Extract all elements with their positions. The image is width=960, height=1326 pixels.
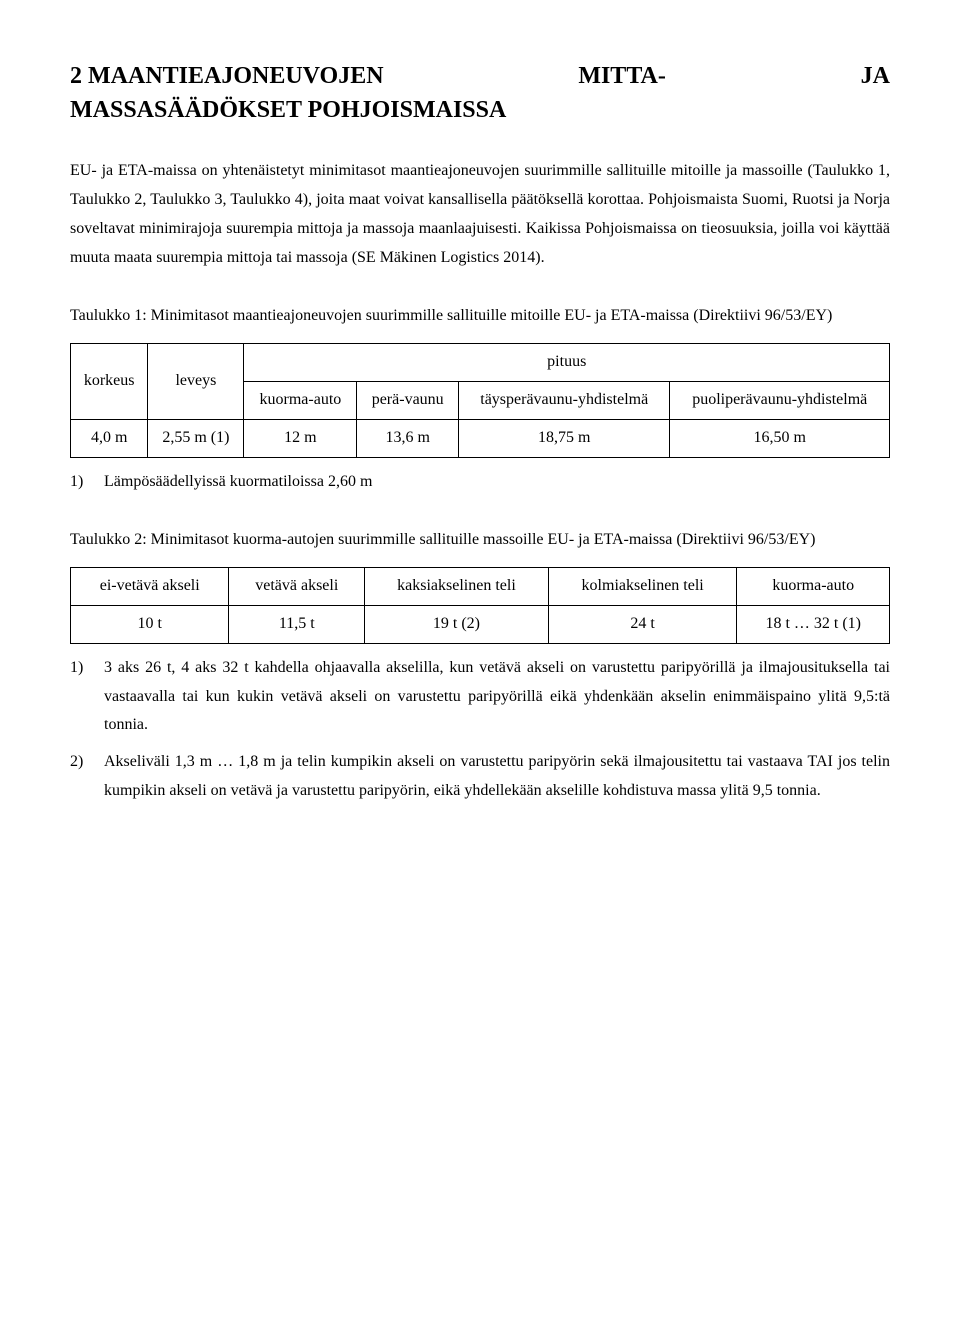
td-vetava: 11,5 t [229,605,365,643]
table1-caption: Taulukko 1: Minimitasot maantieajoneuvoj… [70,302,890,331]
table1-footnotes: Lämpösäädellyissä kuormatiloissa 2,60 m [70,468,890,497]
table1-footnote-1: Lämpösäädellyissä kuormatiloissa 2,60 m [98,468,890,497]
th-taysperavaunu: täysperävaunu-yhdistelmä [459,381,670,419]
td-puoliperavaunu: 16,50 m [670,419,890,457]
table2-footnote-2: Akseliväli 1,3 m … 1,8 m ja telin kumpik… [98,748,890,806]
table-1: korkeus leveys pituus kuorma-auto perä-v… [70,343,890,457]
th-kuorma-auto: kuorma-auto [244,381,357,419]
th-pituus: pituus [244,344,890,382]
td-korkeus: 4,0 m [71,419,148,457]
th-ei-vetava: ei-vetävä akseli [71,568,229,606]
td-leveys: 2,55 m (1) [148,419,244,457]
td-kolmiakselinen: 24 t [548,605,737,643]
table-2: ei-vetävä akseli vetävä akseli kaksiakse… [70,567,890,644]
th-puoliperavaunu: puoliperävaunu-yhdistelmä [670,381,890,419]
th-vetava: vetävä akseli [229,568,365,606]
heading-part: 2 MAANTIEAJONEUVOJEN [70,60,384,94]
td-ei-vetava: 10 t [71,605,229,643]
td-taysperavaunu: 18,75 m [459,419,670,457]
intro-paragraph: EU- ja ETA-maissa on yhtenäistetyt minim… [70,157,890,272]
th-kuorma-auto: kuorma-auto [737,568,890,606]
table2-caption: Taulukko 2: Minimitasot kuorma-autojen s… [70,526,890,555]
heading-part: JA [861,60,890,94]
th-peravaunu: perä-vaunu [357,381,459,419]
td-peravaunu: 13,6 m [357,419,459,457]
table2-footnote-1: 3 aks 26 t, 4 aks 32 t kahdella ohjaaval… [98,654,890,740]
th-kaksiakselinen: kaksiakselinen teli [365,568,549,606]
td-kuorma-auto: 12 m [244,419,357,457]
th-kolmiakselinen: kolmiakselinen teli [548,568,737,606]
section-heading: 2 MAANTIEAJONEUVOJEN MITTA- JA MASSASÄÄD… [70,60,890,127]
table2-footnotes: 3 aks 26 t, 4 aks 32 t kahdella ohjaaval… [70,654,890,806]
heading-line2: MASSASÄÄDÖKSET POHJOISMAISSA [70,94,890,128]
td-kuorma-auto: 18 t … 32 t (1) [737,605,890,643]
th-leveys: leveys [148,344,244,420]
th-korkeus: korkeus [71,344,148,420]
td-kaksiakselinen: 19 t (2) [365,605,549,643]
heading-part: MITTA- [578,60,666,94]
